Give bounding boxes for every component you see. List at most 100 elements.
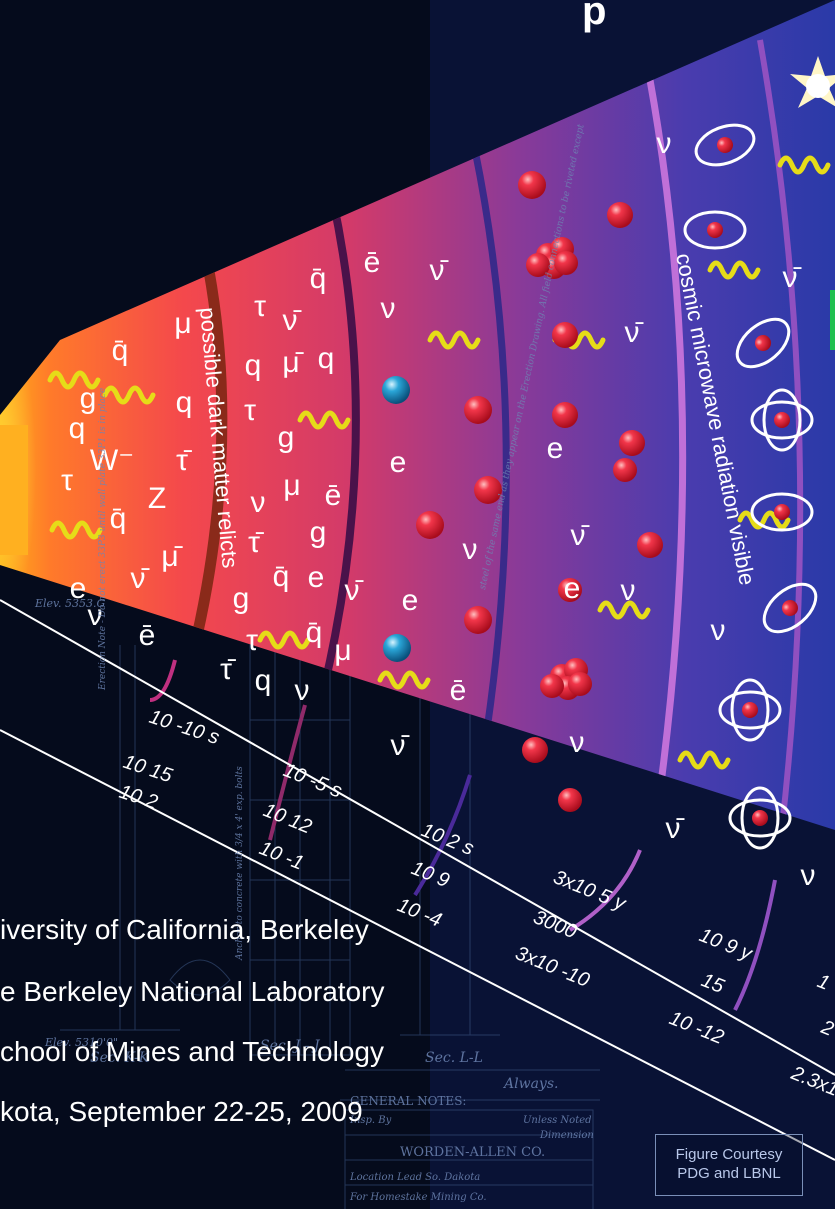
particle-symbol: g — [278, 421, 295, 454]
affiliation-line-1: iversity of California, Berkeley — [0, 914, 369, 945]
erection-note: Erection Note - Do not erect 33P3 until … — [98, 388, 108, 691]
particle-symbol: ē — [364, 246, 381, 279]
particle-symbol: ν — [711, 614, 726, 647]
photon-icon — [777, 155, 831, 175]
atom-icon — [750, 388, 814, 452]
proton-icon — [522, 737, 548, 763]
atom-icon — [728, 786, 792, 850]
particle-symbol: ν — [570, 726, 585, 759]
atom-icon — [762, 582, 818, 634]
insp-by: Insp. By — [349, 1115, 392, 1126]
particle-symbol: τ — [244, 394, 256, 427]
particle-symbol: ν — [88, 599, 103, 632]
atom-icon — [750, 492, 814, 532]
particle-symbol: q — [318, 342, 335, 375]
photon-icon — [47, 370, 101, 390]
elev-label-1: Elev. 5353.G — [34, 597, 105, 610]
anchor-note: Anchor to concrete with 3/4 x 4' exp. bo… — [235, 766, 245, 961]
company-name: WORDEN-ALLEN CO. — [400, 1145, 545, 1160]
location-line: Location Lead So. Dakota — [349, 1172, 480, 1183]
particle-symbol: μ — [334, 634, 351, 667]
proton-icon — [552, 322, 578, 348]
proton-icon — [552, 402, 578, 428]
baryon-icon — [464, 606, 492, 634]
nucleus-icon — [540, 658, 592, 700]
figure-credit-box: Figure Courtesy PDG and LBNL — [655, 1134, 803, 1196]
particle-symbol: q — [69, 412, 86, 445]
title-fragment: p — [582, 0, 606, 33]
meson-icon — [382, 376, 410, 404]
particle-symbol: q — [255, 664, 272, 697]
particle-symbol: g — [310, 516, 327, 549]
particle-symbol: ē — [450, 674, 467, 707]
photon-icon — [102, 385, 156, 405]
particle-symbol: ν — [251, 486, 266, 519]
particle-symbol: μ — [174, 307, 191, 340]
meson-icon — [383, 634, 411, 662]
particle-symbol: ē — [139, 619, 156, 652]
baryon-icon — [464, 396, 492, 424]
particle-symbol: q̄ — [310, 262, 327, 295]
particle-symbol: g — [233, 582, 250, 615]
timeline-line-upper — [0, 599, 835, 1076]
particle-symbol: τ — [246, 624, 258, 657]
for-line: For Homestake Mining Co. — [349, 1192, 487, 1203]
timeline-line-lower — [0, 729, 835, 1161]
atom-icon — [735, 317, 791, 369]
proton-icon — [518, 171, 546, 199]
photon-icon — [427, 330, 481, 350]
credit-line-2: PDG and LBNL — [677, 1165, 781, 1182]
unless-noted: Unless Noted — [523, 1115, 592, 1126]
elev-label-2: Elev. 5310'0" — [44, 1036, 118, 1049]
galaxy-edge — [830, 290, 835, 350]
proton-icon — [558, 788, 582, 812]
section-j: Sec. J - J — [260, 1038, 321, 1054]
credit-line-1: Figure Courtesy — [675, 1146, 783, 1163]
particle-symbol: μ̄ — [161, 540, 183, 573]
baryon-icon — [416, 511, 444, 539]
particle-symbol: μ — [283, 469, 300, 502]
particle-symbol: ν — [801, 859, 816, 892]
photon-icon — [297, 410, 351, 430]
particle-symbol: ν — [463, 533, 478, 566]
particle-symbol: e — [70, 572, 87, 605]
particle-symbol: q̄ — [306, 616, 323, 649]
particle-symbol: q — [176, 386, 193, 419]
atom-icon — [683, 210, 747, 250]
particle-symbol: q̄ — [110, 502, 127, 535]
blueprint-always: Always. — [502, 1076, 558, 1092]
timeline-ticks — [149, 659, 777, 1011]
particle-symbol: τ — [254, 290, 266, 323]
photon-icon — [49, 520, 103, 540]
affiliation-line-3: chool of Mines and Technology — [0, 1036, 384, 1067]
particle-symbol: ν — [381, 292, 396, 325]
section-l: Sec. L-L — [425, 1050, 483, 1066]
particle-symbol: W⁻ — [90, 444, 134, 477]
particle-symbol: ν — [295, 674, 310, 707]
photon-icon — [677, 750, 731, 770]
proton-icon — [558, 578, 582, 602]
particle-symbol: e — [547, 432, 564, 465]
particle-symbol: Z — [148, 482, 166, 515]
proton-icon — [637, 532, 663, 558]
photon-icon — [597, 600, 651, 620]
dimension: Dimension — [539, 1130, 594, 1141]
affiliation-line-4: kota, September 22-25, 2009 — [0, 1096, 363, 1127]
photon-icon — [707, 260, 761, 280]
baryon-icon — [474, 476, 502, 504]
particle-symbol: e — [390, 446, 407, 479]
particle-symbol: q — [245, 349, 262, 382]
nucleus-icon — [526, 237, 578, 279]
photon-icon — [377, 670, 431, 690]
particle-symbol: e — [402, 584, 419, 617]
particle-symbol: e — [308, 561, 325, 594]
proton-icon — [613, 458, 637, 482]
proton-icon — [619, 430, 645, 456]
particle-symbol: ν — [657, 127, 672, 160]
photon-icon — [737, 510, 791, 530]
atom-icon — [718, 678, 782, 742]
affiliation-line-2: e Berkeley National Laboratory — [0, 976, 385, 1007]
proton-icon — [607, 202, 633, 228]
